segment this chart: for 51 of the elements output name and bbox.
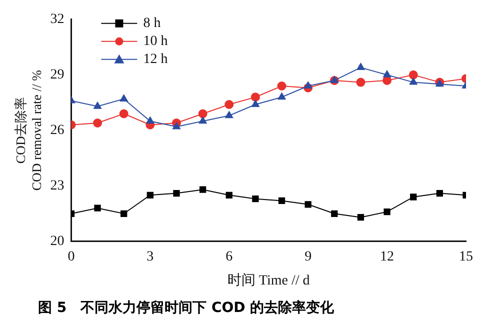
legend-label: 10 h: [143, 34, 168, 50]
y-tick-label: 20: [50, 234, 64, 250]
x-tick-label: 6: [226, 249, 233, 264]
point: [278, 92, 286, 100]
point: [172, 122, 180, 130]
point: [93, 118, 102, 128]
point: [94, 204, 101, 212]
point: [304, 201, 312, 208]
point: [226, 192, 232, 198]
point: [224, 100, 234, 109]
point: [408, 70, 418, 80]
point: [383, 70, 392, 78]
x-axis-title: 时间 Time // d: [227, 272, 310, 288]
point: [356, 78, 366, 87]
y-tick-label: 29: [50, 68, 64, 83]
x-tick-label: 15: [459, 249, 473, 264]
point: [278, 197, 286, 204]
point: [356, 63, 365, 70]
x-tick-label: 0: [68, 249, 75, 264]
y-axis-title: COD去除率 COD removal rate // %: [13, 70, 44, 191]
point: [250, 92, 260, 102]
point: [436, 190, 444, 197]
point: [94, 102, 102, 109]
point: [277, 82, 286, 90]
point: [146, 116, 154, 124]
text: 图 5 不同水力停留时间下 COD 的去除率变化: [37, 299, 336, 317]
point: [331, 210, 338, 217]
point: [252, 196, 259, 202]
point: [410, 194, 417, 200]
point: [409, 78, 418, 85]
legend-label: 12 h: [143, 52, 168, 68]
point: [119, 109, 128, 118]
point: [198, 109, 208, 118]
y-tick-label: 32: [50, 12, 64, 28]
x-tick-label: 9: [304, 249, 312, 264]
legend-label: 8 h: [143, 16, 161, 32]
y-tick-label: 26: [50, 123, 64, 138]
point: [146, 192, 154, 198]
point: [120, 210, 128, 217]
point: [198, 116, 207, 124]
point: [225, 111, 234, 118]
point: [304, 82, 312, 88]
x-tick-label: 12: [380, 249, 394, 264]
point: [120, 94, 128, 102]
point: [251, 100, 260, 107]
point: [199, 186, 206, 193]
y-tick-label: 23: [50, 178, 64, 194]
x-tick-label: 3: [146, 249, 154, 264]
point: [357, 214, 364, 221]
point: [384, 208, 390, 216]
point: [173, 190, 180, 197]
